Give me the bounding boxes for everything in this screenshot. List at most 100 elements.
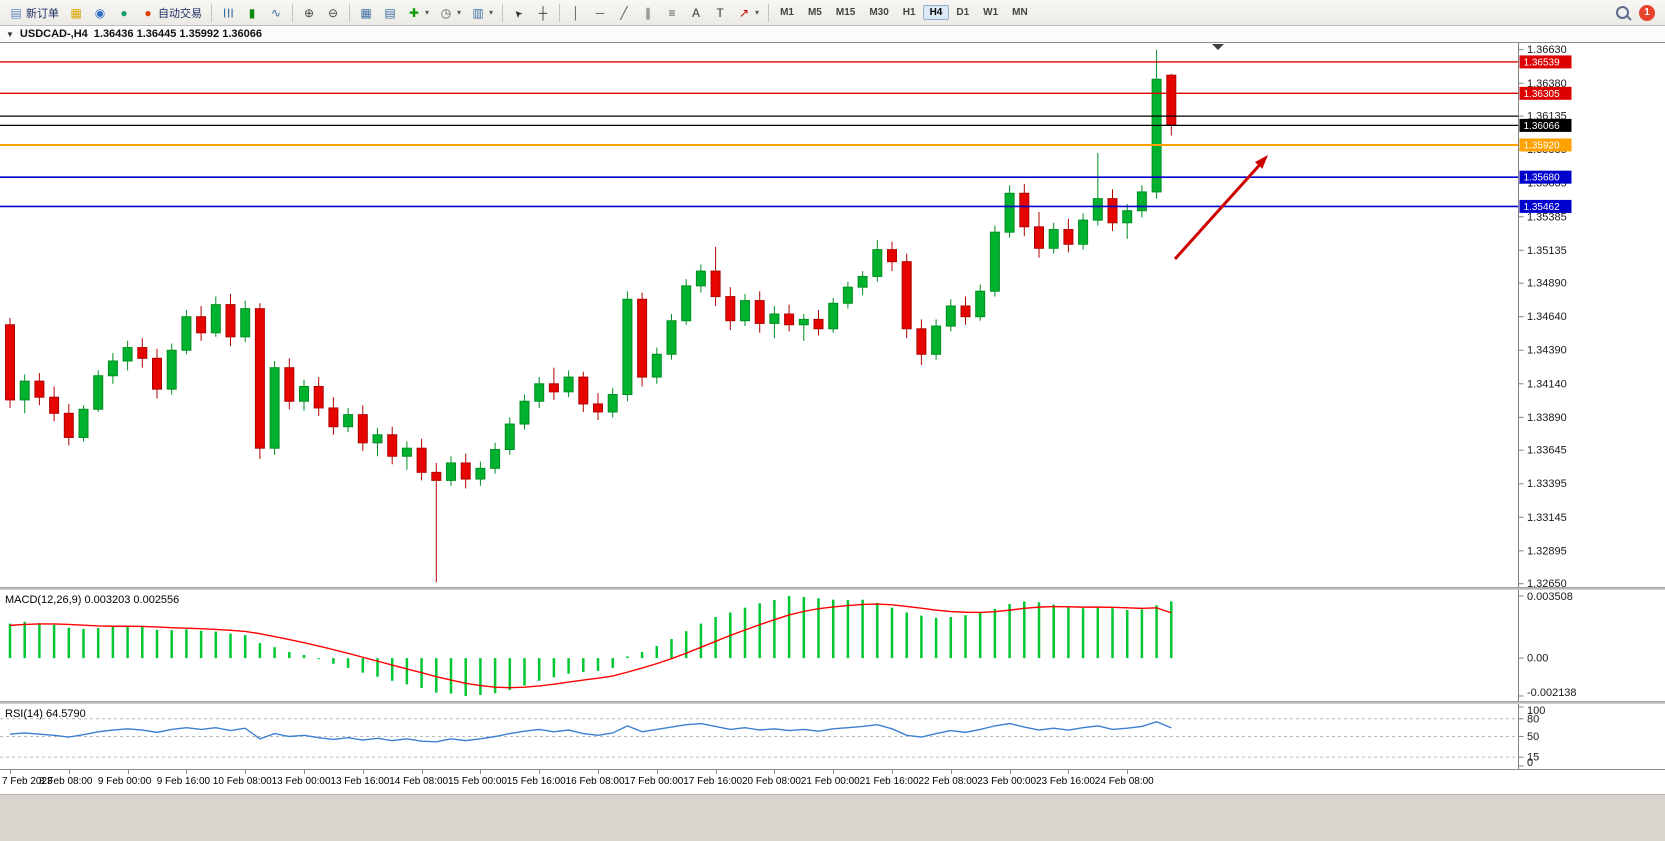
vertical-line-button[interactable]: │ — [564, 1, 588, 25]
price-chart-canvas[interactable]: 1.366301.363801.361351.358851.356351.353… — [0, 43, 1665, 587]
timeframe-m30[interactable]: M30 — [869, 7, 889, 18]
timeframe-h4[interactable]: H4 — [922, 5, 950, 20]
channel-button[interactable]: ∥ — [636, 1, 660, 25]
candle-body — [34, 380, 45, 398]
arrows-button[interactable]: ↗ ▾ — [732, 1, 764, 25]
market-watch-button[interactable]: ◉ — [88, 1, 112, 25]
zoom-in-button[interactable]: ⊕ — [297, 1, 321, 25]
candle-body — [1136, 191, 1147, 212]
label-button[interactable]: T — [708, 1, 732, 25]
candle-body — [93, 375, 104, 410]
arrange-windows-button[interactable]: ▤ — [378, 1, 402, 25]
candle-body — [637, 298, 648, 378]
candle-body — [681, 285, 692, 322]
candle-body — [622, 298, 633, 396]
market-watch-icon: ◉ — [94, 5, 106, 20]
timeframe-w1[interactable]: W1 — [983, 7, 999, 18]
collapse-trade-panel-arrow[interactable]: ▼ — [6, 29, 14, 39]
candle-body — [563, 376, 574, 393]
tile-windows-button[interactable]: ▦ — [354, 1, 378, 25]
macd-panel[interactable]: 0.003508 0.00 -0.002138 MACD(12,26,9) 0.003… — [0, 590, 1665, 701]
time-axis-label: 15 Feb 16:00 — [506, 776, 566, 787]
chart-profile-button[interactable]: ▦ — [64, 1, 88, 25]
fibonacci-button[interactable]: ≡ — [660, 1, 684, 25]
candle-body — [166, 349, 177, 390]
new-order-button[interactable]: ▤ 新订单 — [4, 1, 64, 25]
horizontal-line-button[interactable]: ─ — [588, 1, 612, 25]
time-axis-label: 13 Feb 00:00 — [271, 776, 331, 787]
timeframe-m15[interactable]: M15 — [835, 7, 856, 18]
dropdown-caret-icon[interactable]: ▾ — [489, 8, 494, 17]
bar-chart-button[interactable]: ☰ — [216, 1, 240, 25]
price-tick-label: 1.36380 — [1527, 78, 1567, 90]
panel-resize-handle[interactable] — [0, 701, 1665, 704]
periods-button[interactable]: ◷ ▾ — [434, 1, 466, 25]
notification-count-badge[interactable]: 1 — [1639, 4, 1655, 21]
candle-body — [534, 383, 545, 402]
trendline-icon: ╱ — [620, 5, 628, 20]
line-chart-button[interactable]: ∿ — [264, 1, 288, 25]
toolbar-separator — [502, 3, 504, 22]
time-axis-label: 9 Feb 00:00 — [97, 776, 152, 787]
candle-body — [916, 328, 927, 355]
candle-body — [1107, 198, 1118, 224]
tile-windows-icon: ▦ — [360, 5, 372, 20]
dropdown-caret-icon[interactable]: ▾ — [457, 8, 462, 17]
text-button[interactable]: A — [684, 1, 708, 25]
dropdown-caret-icon[interactable]: ▾ — [425, 8, 430, 17]
candle-body — [431, 471, 442, 481]
rsi-scale-label: 100 — [1527, 705, 1545, 717]
time-tick — [539, 770, 541, 774]
timeframe-m1[interactable]: M1 — [780, 7, 794, 18]
price-scale[interactable]: 1.366301.363801.361351.358851.356351.353… — [1518, 43, 1572, 587]
timeframe-mn[interactable]: MN — [1012, 7, 1028, 18]
time-tick — [421, 770, 423, 774]
indicators-button[interactable]: ✚ ▾ — [402, 1, 434, 25]
data-window-icon: ● — [120, 5, 128, 20]
candle-body — [49, 396, 60, 414]
templates-button[interactable]: ▥ ▾ — [466, 1, 498, 25]
timeframe-h1[interactable]: H1 — [902, 7, 916, 18]
price-badge — [1519, 55, 1572, 69]
candle-body — [548, 383, 559, 393]
timeframe-d1[interactable]: D1 — [956, 7, 970, 18]
panel-resize-handle[interactable] — [0, 587, 1665, 590]
candle-body — [857, 275, 868, 288]
candle-body — [666, 320, 677, 355]
candle-body — [798, 318, 809, 326]
candle-body — [504, 423, 515, 451]
auto-trading-button[interactable]: ● 自动交易 — [136, 1, 207, 25]
candle-body — [710, 270, 721, 298]
chart-shift-marker[interactable] — [1212, 44, 1224, 50]
data-window-button[interactable]: ● — [112, 1, 136, 25]
zoom-out-button[interactable]: ⊖ — [321, 1, 345, 25]
search-icon[interactable] — [1616, 6, 1629, 19]
price-badge-label: 1.35920 — [1524, 140, 1561, 151]
candle-body — [137, 347, 148, 359]
time-axis-label: 7 Feb 2023 — [2, 776, 53, 787]
rsi-line — [9, 721, 1172, 743]
dropdown-caret-icon[interactable]: ▾ — [755, 8, 760, 17]
fibonacci-icon: ≡ — [668, 5, 676, 20]
macd-scale-label: 0.00 — [1527, 653, 1548, 665]
time-tick — [715, 770, 717, 774]
candlestick-chart-button[interactable]: ▮ — [240, 1, 264, 25]
price-badge-label: 1.35680 — [1524, 173, 1561, 184]
candle-body — [1122, 210, 1133, 224]
candle-body — [460, 462, 471, 480]
timeframe-m5[interactable]: M5 — [807, 7, 822, 18]
new-order-icon: ▤ — [10, 5, 22, 20]
trend-arrow[interactable] — [1173, 155, 1268, 261]
time-axis[interactable]: 7 Feb 2023 8 Feb 08:00 9 Feb 00:00 9 Feb 16… — [0, 769, 1665, 794]
cursor-button[interactable]: ➤ — [507, 1, 531, 25]
template-icon: ▥ — [472, 5, 484, 20]
time-tick — [1009, 770, 1011, 774]
crosshair-button[interactable]: ┼ — [531, 1, 555, 25]
profile-folder-icon: ▦ — [70, 5, 82, 20]
toolbar-separator — [768, 3, 770, 22]
candle-body — [240, 308, 251, 338]
trendline-button[interactable]: ╱ — [612, 1, 636, 25]
price-tick-label: 1.33645 — [1527, 445, 1567, 457]
price-badge — [1519, 199, 1572, 213]
